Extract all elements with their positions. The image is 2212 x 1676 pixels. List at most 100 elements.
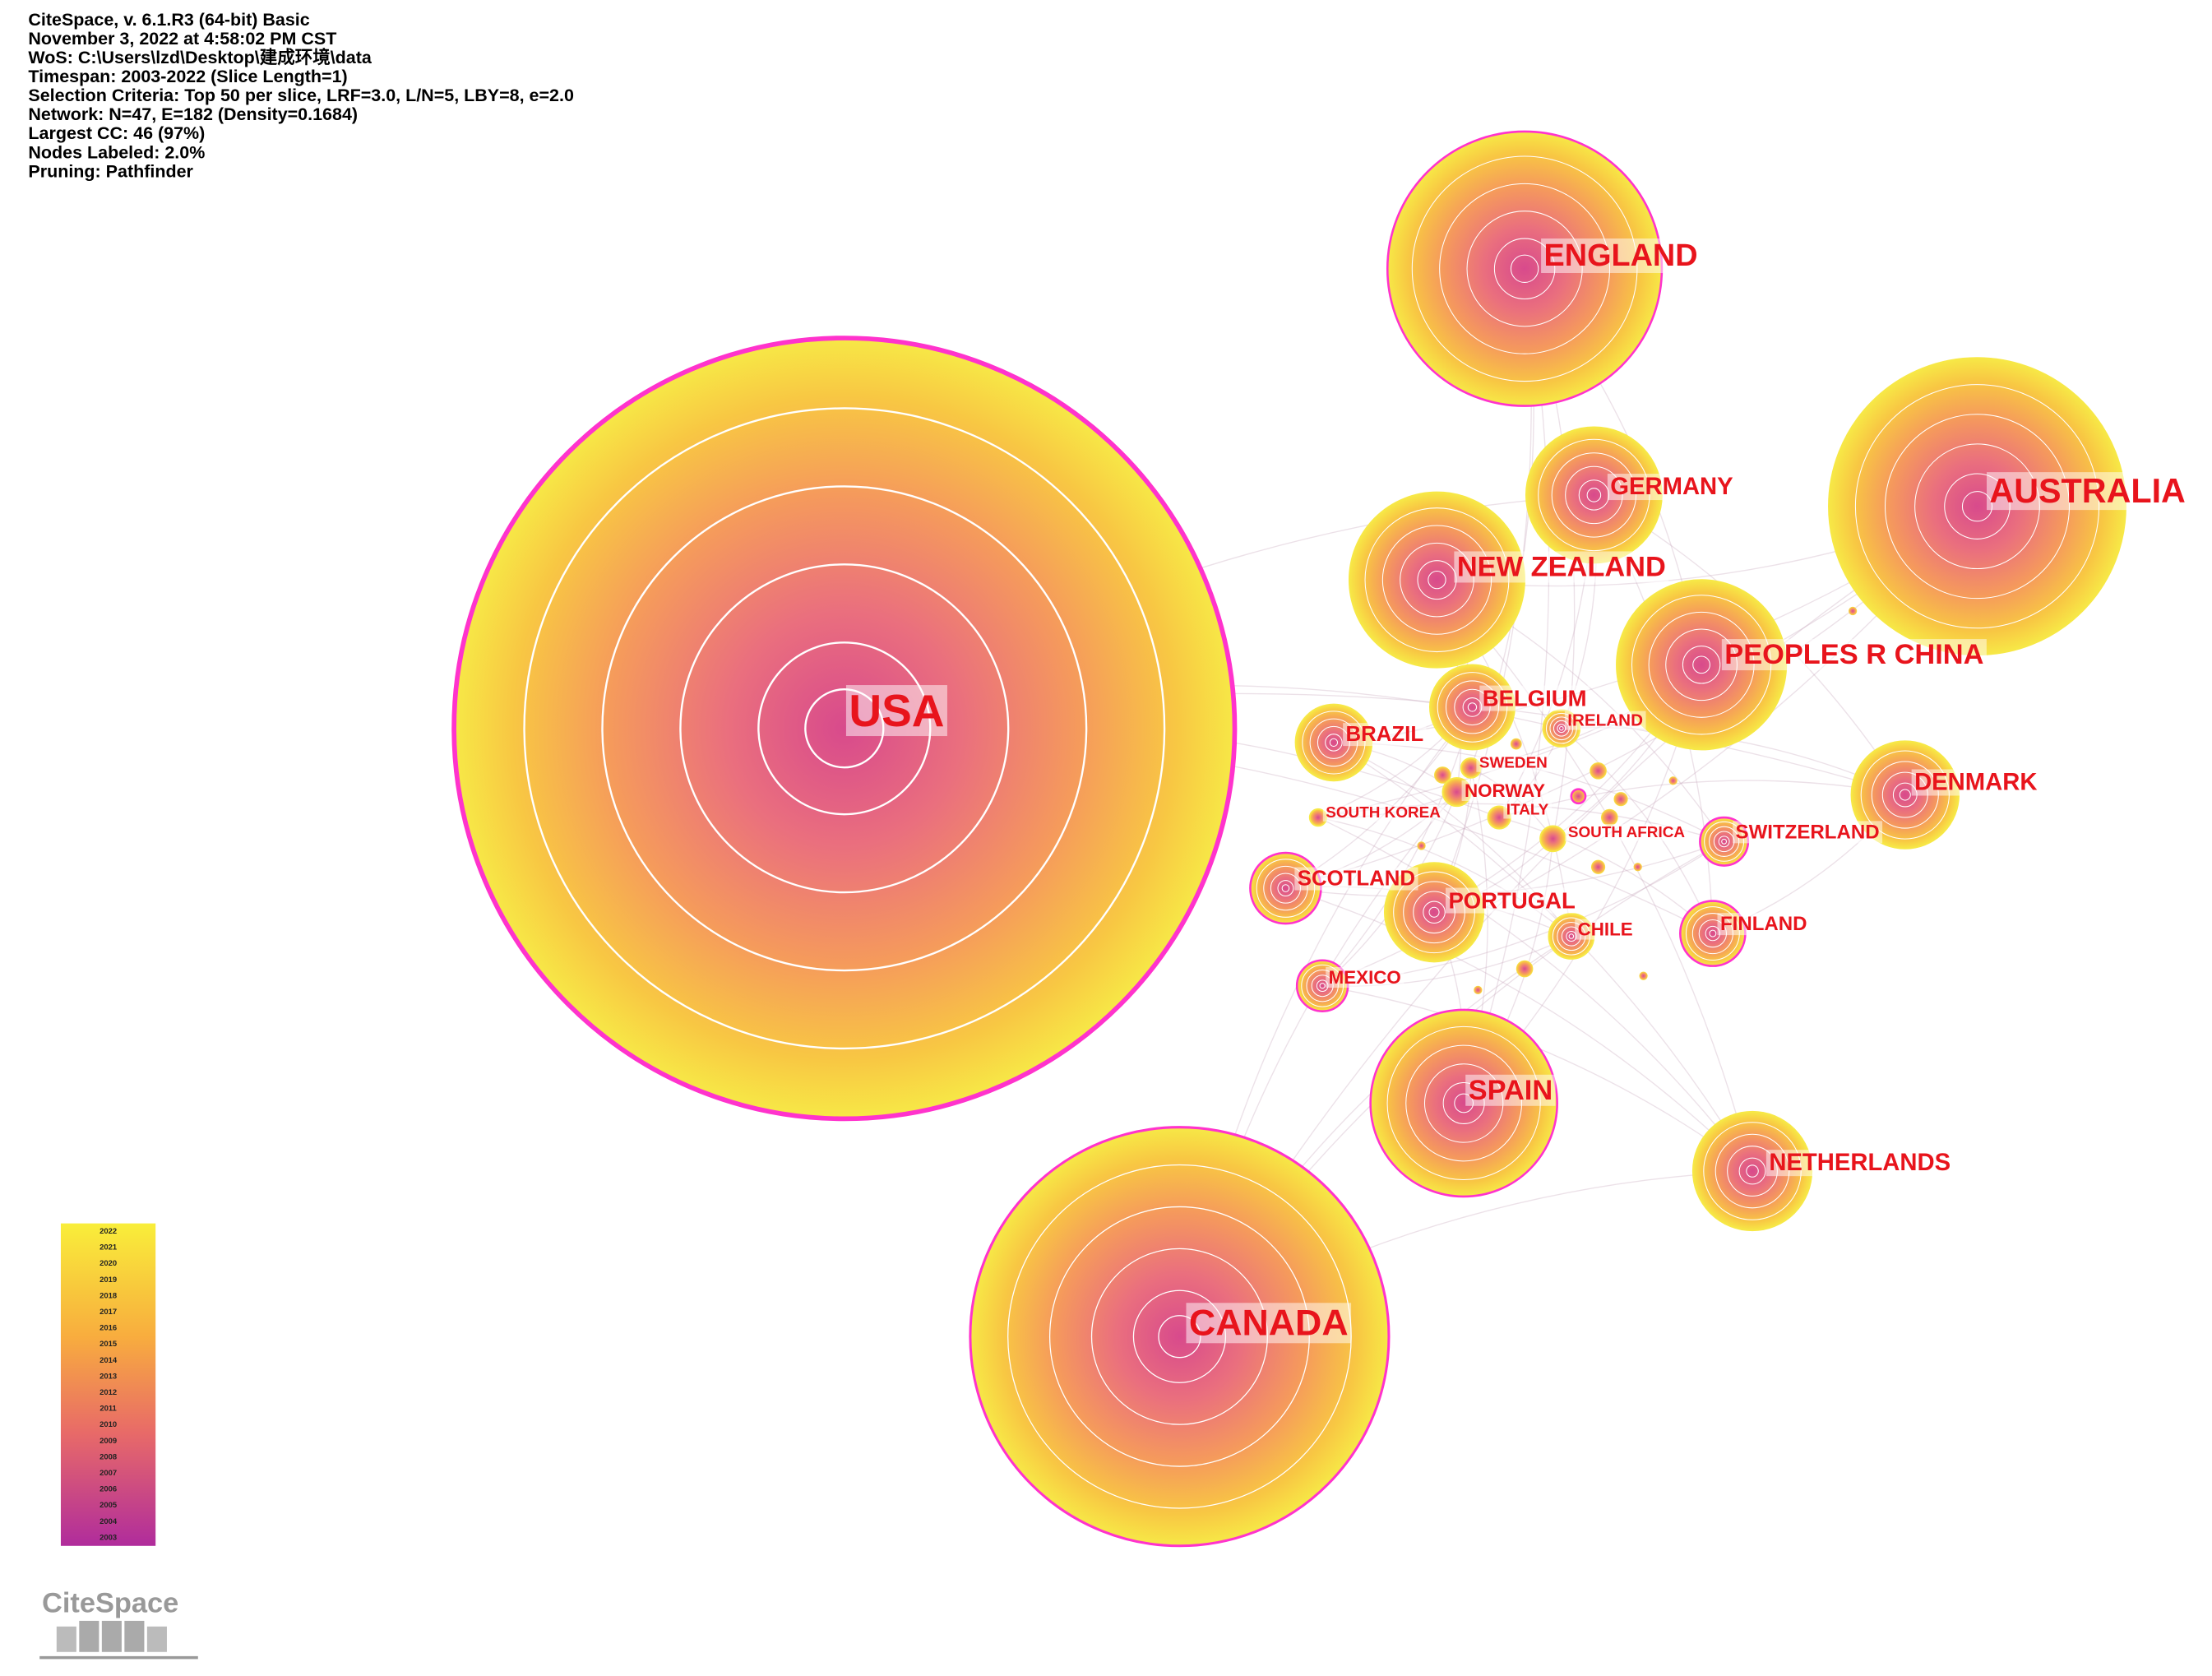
node-ring [1428,570,1446,590]
edge [1317,817,1753,1172]
nodes [451,130,2126,1548]
node-ring [679,563,1010,894]
node-ring [1746,1164,1759,1178]
legend-year: 2007 [99,1469,117,1478]
legend-year: 2014 [99,1356,118,1365]
header-line: November 3, 2022 at 4:58:02 PM CST [28,29,336,49]
node-label: SPAIN [1469,1075,1553,1106]
node-ring [1467,702,1478,712]
legend-year: 2003 [99,1533,117,1542]
node-label: SWEDEN [1479,755,1548,772]
edge [1561,728,1714,934]
logo-bar [79,1620,99,1652]
labels: USA CANADA ENGLAND AUSTRALIA GERMANY NEW ZEAL… [845,238,2189,1344]
node-label: SWITZERLAND [1736,821,1880,843]
minor-node [1633,863,1642,872]
header-line: Pruning: Pathfinder [28,161,193,181]
legend-year: 2009 [99,1437,117,1446]
node [1539,825,1566,853]
label-bg [845,685,947,737]
legend-year: 2004 [99,1517,118,1526]
node-ring [1718,836,1730,848]
node-label: GERMANY [1610,474,1733,500]
node-label: SOUTH KOREA [1326,804,1441,822]
label-bg [1446,887,1579,914]
node-label: BELGIUM [1483,686,1587,711]
label-bg [1986,472,2189,511]
node-ring [523,407,1166,1050]
minor-node [1417,841,1426,850]
node-label: PORTUGAL [1448,888,1575,914]
label-bg [1326,967,1404,988]
node-ring [1510,254,1539,283]
label-bg [1503,801,1553,819]
minor-node [1590,859,1606,874]
header: CiteSpace, v. 6.1.R3 (64-bit) BasicNovem… [28,10,574,181]
node-label: NEW ZEALAND [1457,551,1666,582]
label-bg [1479,685,1590,711]
node [1369,1008,1558,1198]
node-label: MEXICO [1329,967,1401,988]
label-bg [1541,238,1701,274]
node-ring [1423,901,1446,924]
legend-year: 2021 [99,1243,117,1252]
label-bg [1461,780,1548,802]
minor-node [1613,792,1628,807]
minor-node [1570,788,1587,805]
legend-year: 2017 [99,1308,117,1317]
label-bg [1721,639,1987,671]
node-label: FINLAND [1720,913,1807,935]
label-bg [1765,1150,1954,1177]
node-label: SOUTH AFRICA [1568,824,1685,841]
node-label: ENGLAND [1544,238,1698,273]
minor-node [1434,766,1451,784]
label-bg [1186,1303,1352,1344]
node-label: USA [849,685,944,736]
node-ring [1007,1164,1352,1509]
header-line: Selection Criteria: Top 50 per slice, LR… [28,86,574,105]
label-bg [1322,803,1444,822]
logo-text: CiteSpace [42,1588,178,1619]
edge [1436,579,1753,1172]
logo-bar [124,1620,145,1652]
node [451,336,1238,1122]
label-bg [1564,711,1646,730]
minor-node [1474,985,1483,995]
minor-node [1516,960,1534,978]
node-label: IRELAND [1567,711,1643,730]
legend-year: 2019 [99,1276,117,1285]
minor-node [1848,606,1858,616]
edge [1498,780,1905,818]
header-line: WoS: C:\Users\lzd\Desktop\建成环境\data [28,47,372,67]
node-label: BRAZIL [1346,723,1424,746]
node-label: DENMARK [1914,770,2037,796]
edge [1285,887,1753,1172]
edge [1322,985,1753,1172]
label-bg [1465,1074,1556,1106]
label-bg [1733,821,1883,844]
legend-year: 2006 [99,1485,117,1494]
node-ring [1899,789,1911,801]
legend-year: 2010 [99,1420,117,1429]
label-bg [1454,551,1669,583]
node-label: CHILE [1578,919,1633,940]
node-label: NETHERLANDS [1769,1150,1951,1176]
legend-year: 2022 [99,1227,117,1236]
node-label: SCOTLAND [1298,868,1415,891]
label-bg [1565,823,1688,841]
node-ring [1281,884,1290,892]
logo-bar [146,1626,167,1652]
logo: CiteSpace [39,1588,198,1660]
node-ring [1329,738,1339,748]
legend-year: 2016 [99,1324,117,1333]
node-ring [1682,646,1721,684]
node-ring [1586,488,1602,502]
node-ring [1738,1157,1766,1185]
header-line: Network: N=47, E=182 (Density=0.1684) [28,104,358,124]
node-ring [1319,983,1326,989]
label-bg [1607,474,1737,501]
node-label: PEOPLES R CHINA [1724,639,1983,670]
legend-year: 2012 [99,1388,117,1397]
node-ring [1277,880,1294,897]
